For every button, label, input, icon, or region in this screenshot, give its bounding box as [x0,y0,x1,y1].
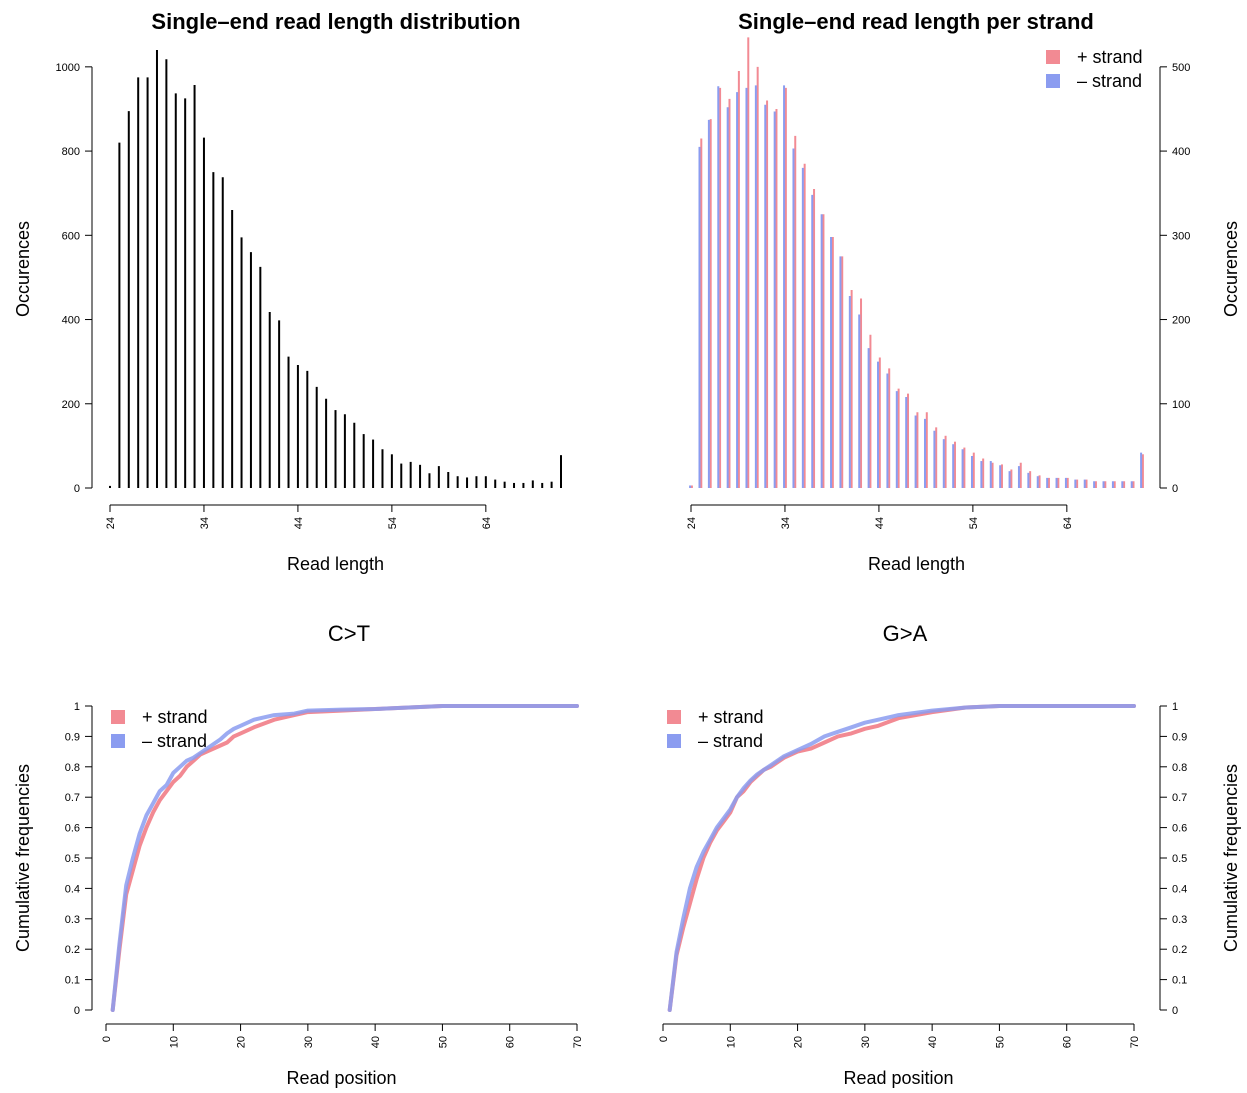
y-tick-label: 600 [62,230,80,242]
x-tick-label: 50 [437,1036,449,1048]
legend-label: + strand [698,707,764,727]
y-tick-label: 200 [1172,315,1190,327]
x-tick-label: 54 [387,517,399,529]
x-tick-label: 40 [927,1036,939,1048]
legend-label: – strand [1077,71,1142,91]
y-tick-label: 0 [74,1005,80,1017]
chart-title: C>T [328,621,370,646]
x-tick-label: 24 [105,517,117,529]
legend-label: – strand [142,731,207,751]
series-line-plus [667,704,1136,1012]
y-tick-label: 0.9 [1172,731,1187,743]
y-tick-label: 0.2 [65,944,80,956]
y-tick-label: 1 [1172,701,1178,713]
chart-title: G>A [883,621,928,646]
x-tick-label: 30 [303,1036,315,1048]
y-tick-label: 0.3 [65,914,80,926]
chart-ga: G>A 0 10 20 30 40 50 60 70 Read position 0 0.1 0.2 0.… [658,621,1241,1088]
series-line-plus [110,704,579,1012]
y-tick-label: 300 [1172,230,1190,242]
y-tick-label: 100 [1172,399,1190,411]
y-tick-label: 200 [62,399,80,411]
series-line-minus [110,704,579,1012]
chart-title: Single–end read length distribution [151,9,520,34]
y-tick-label: 500 [1172,62,1190,74]
x-tick-label: 20 [236,1036,248,1048]
y-tick-label: 0.3 [1172,914,1187,926]
legend-swatch [111,734,125,748]
legend-label: – strand [698,731,763,751]
x-tick-label: 64 [1062,517,1074,529]
x-tick-label: 64 [481,517,493,529]
y-tick-label: 0 [74,483,80,495]
y-tick-label: 0.7 [1172,792,1187,804]
x-tick-label: 60 [505,1036,517,1048]
y-tick-label: 0.6 [1172,823,1187,835]
x-tick-label: 24 [686,517,698,529]
y-axis-label: Cumulative frequencies [1221,764,1241,952]
y-tick-label: 0.7 [65,792,80,804]
x-tick-label: 70 [572,1036,584,1048]
y-axis-label: Occurences [1221,221,1241,317]
x-tick-label: 0 [658,1036,670,1042]
legend-swatch [1046,50,1060,64]
legend-swatch [667,734,681,748]
x-tick-label: 60 [1062,1036,1074,1048]
legend-swatch [1046,74,1060,88]
x-axis-label: Read length [868,554,965,574]
x-tick-label: 10 [168,1036,180,1048]
legend-label: + strand [1077,47,1143,67]
x-tick-label: 10 [725,1036,737,1048]
y-tick-label: 0.6 [65,823,80,835]
x-tick-label: 44 [874,517,886,529]
y-tick-label: 0.8 [1172,762,1187,774]
x-axis-label: Read position [286,1068,396,1088]
x-tick-label: 70 [1129,1036,1141,1048]
chart-ct: C>T 0 10 20 30 40 50 60 70 Read position 0 0.1 0.2 0.… [13,621,584,1088]
y-tick-label: 0.2 [1172,944,1187,956]
chart-len_strand: Single–end read length per strand 24 34 44 5… [686,9,1241,574]
y-tick-label: 0.5 [65,853,80,865]
y-tick-label: 800 [62,146,80,158]
y-tick-label: 400 [1172,146,1190,158]
chart-len_dist: Single–end read length distribution 24 34 4… [13,9,562,574]
legend-label: + strand [142,707,208,727]
chart-title: Single–end read length per strand [738,9,1094,34]
y-tick-label: 0.1 [65,975,80,987]
y-tick-label: 0.8 [65,762,80,774]
x-tick-label: 54 [968,517,980,529]
y-tick-label: 0.9 [65,731,80,743]
y-tick-label: 0.1 [1172,975,1187,987]
y-tick-label: 1000 [56,62,80,74]
legend-swatch [667,710,681,724]
x-tick-label: 40 [370,1036,382,1048]
x-tick-label: 50 [994,1036,1006,1048]
y-axis-label: Occurences [13,221,33,317]
y-tick-label: 0.4 [1172,883,1187,895]
y-tick-label: 400 [62,315,80,327]
x-tick-label: 20 [793,1036,805,1048]
y-axis-label: Cumulative frequencies [13,764,33,952]
legend-swatch [111,710,125,724]
y-tick-label: 0.5 [1172,853,1187,865]
x-tick-label: 44 [293,517,305,529]
x-axis-label: Read position [843,1068,953,1088]
series-line-minus [667,704,1136,1012]
y-tick-label: 0.4 [65,883,80,895]
x-axis-label: Read length [287,554,384,574]
x-tick-label: 30 [860,1036,872,1048]
y-tick-label: 1 [74,701,80,713]
y-tick-label: 0 [1172,1005,1178,1017]
x-tick-label: 34 [780,517,792,529]
x-tick-label: 34 [199,517,211,529]
x-tick-label: 0 [101,1036,113,1042]
y-tick-label: 0 [1172,483,1178,495]
